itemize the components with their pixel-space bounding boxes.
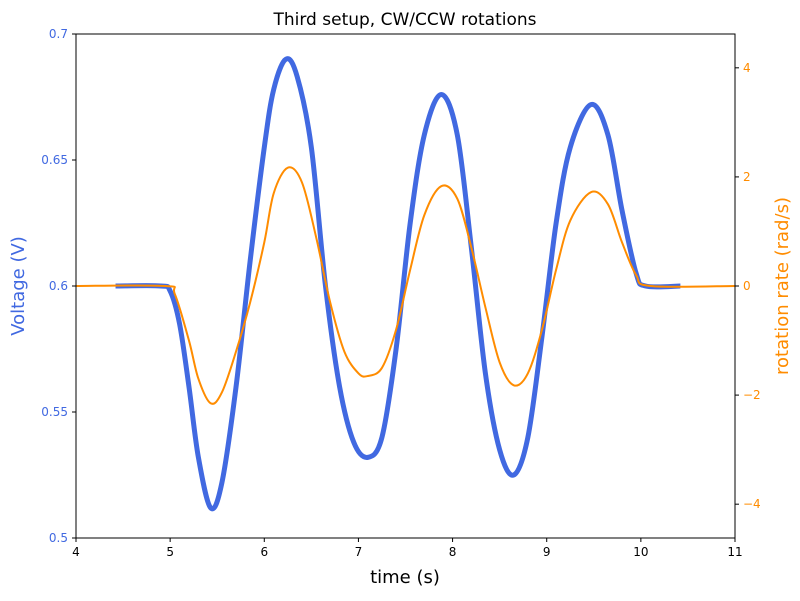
y-right-tick-label: −2	[743, 388, 761, 402]
x-tick-label: 4	[72, 545, 80, 559]
y-axis-label-right: rotation rate (rad/s)	[772, 197, 793, 375]
y-right-tick-label: 0	[743, 279, 751, 293]
y-left-tick-label: 0.6	[49, 279, 68, 293]
ticks: 4 5 6 7 8 9 10 11 0.5 0.55 0.6 0.65 0.7 −4 −2 0 2 4	[41, 27, 760, 559]
y-left-tick-label: 0.5	[49, 531, 68, 545]
voltage-line	[115, 56, 681, 512]
x-tick-label: 10	[633, 545, 648, 559]
x-tick-label: 11	[727, 545, 742, 559]
y-axis-label-left: Voltage (V)	[8, 236, 29, 336]
y-left-tick-label: 0.65	[41, 153, 68, 167]
x-tick-label: 8	[449, 545, 457, 559]
y-right-tick-label: −4	[743, 497, 761, 511]
x-axis-label: time (s)	[370, 567, 440, 588]
x-tick-label: 6	[260, 545, 268, 559]
x-tick-label: 9	[543, 545, 551, 559]
y-left-tick-label: 0.7	[49, 27, 68, 41]
y-right-tick-label: 4	[743, 61, 751, 75]
x-tick-label: 7	[355, 545, 363, 559]
x-tick-label: 5	[166, 545, 174, 559]
y-left-tick-label: 0.55	[41, 405, 68, 419]
rotation-rate-line	[75, 166, 736, 405]
chart-title: Third setup, CW/CCW rotations	[272, 10, 536, 30]
y-right-tick-label: 2	[743, 170, 751, 184]
plot-series	[75, 56, 736, 512]
